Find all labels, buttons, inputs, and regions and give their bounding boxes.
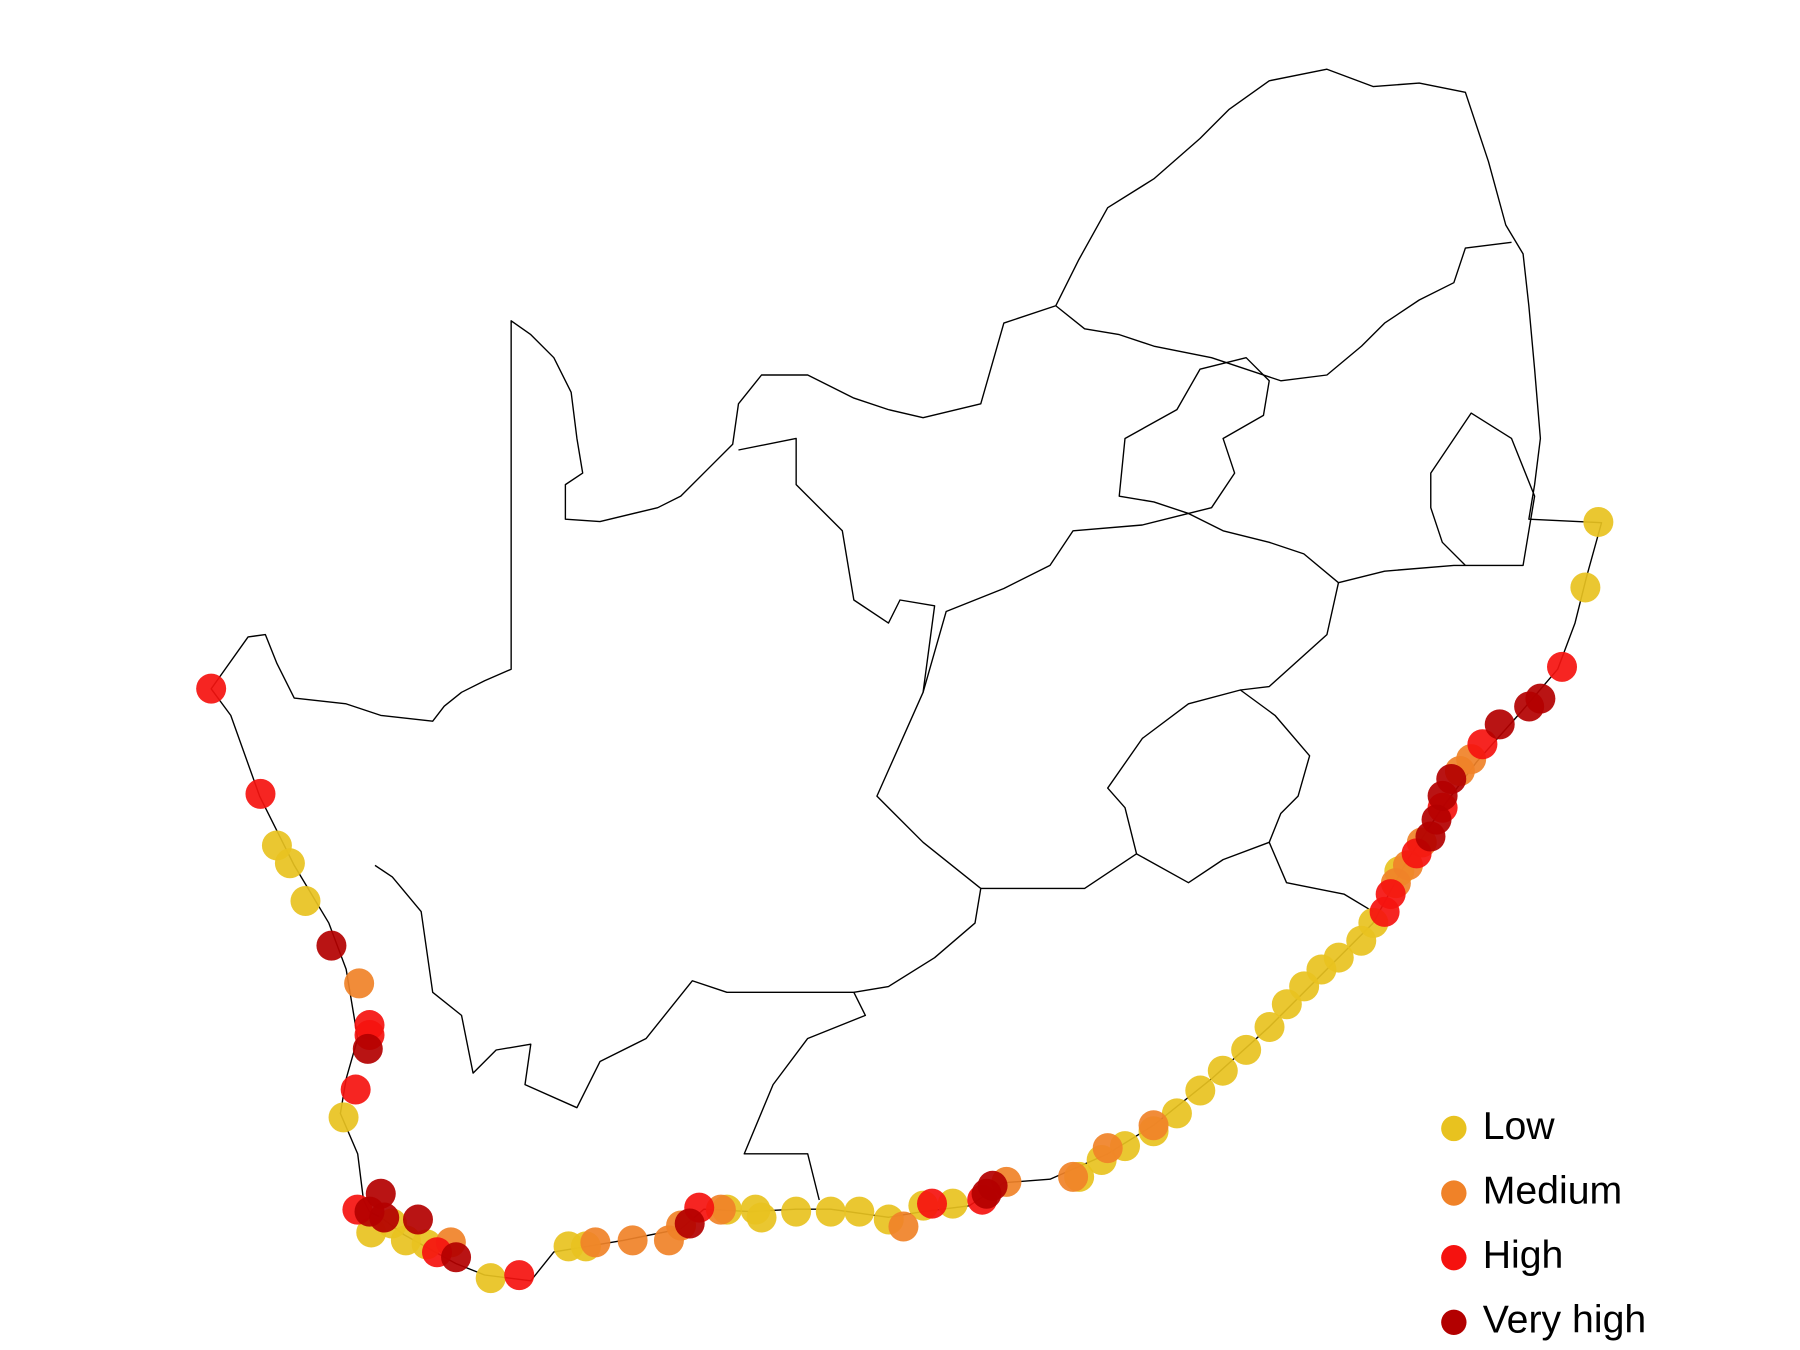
point [1138, 1110, 1169, 1141]
point [316, 930, 347, 961]
point [290, 886, 321, 917]
point [917, 1188, 948, 1219]
points [196, 506, 1614, 1294]
point [1570, 572, 1601, 603]
point [1467, 729, 1498, 760]
point [1427, 780, 1458, 811]
point [844, 1196, 875, 1227]
point [504, 1260, 535, 1291]
legend-marker [1441, 1180, 1467, 1206]
province-border [374, 864, 867, 1201]
point [746, 1202, 777, 1233]
point [617, 1225, 648, 1256]
legend-label: Very high [1483, 1298, 1647, 1342]
point [274, 848, 305, 879]
point [674, 1208, 705, 1239]
point [1484, 709, 1515, 740]
point [340, 1074, 371, 1105]
point [402, 1204, 433, 1235]
point [1547, 651, 1578, 682]
eswatini [1430, 412, 1536, 567]
point [977, 1170, 1008, 1201]
point [705, 1194, 736, 1225]
province-border [1055, 241, 1512, 382]
point [1514, 691, 1545, 722]
legend-label: High [1483, 1233, 1564, 1277]
legend: Low Medium High Very high [1441, 1104, 1646, 1342]
point [344, 968, 375, 999]
point [1415, 821, 1446, 852]
point [328, 1102, 359, 1133]
lesotho [1107, 689, 1311, 884]
borders [210, 68, 1603, 1282]
point [1369, 896, 1400, 927]
point [580, 1227, 611, 1258]
province-border [1118, 357, 1270, 515]
point [1092, 1133, 1123, 1164]
point [1231, 1034, 1262, 1065]
point [475, 1263, 506, 1294]
legend-marker [1441, 1115, 1467, 1142]
point [888, 1211, 919, 1242]
point [1185, 1075, 1216, 1106]
point [196, 673, 227, 704]
point [352, 1033, 383, 1064]
province-border [738, 437, 982, 993]
point [1161, 1098, 1192, 1129]
point [245, 778, 276, 809]
point [1207, 1055, 1238, 1086]
point [815, 1196, 846, 1227]
country-outline [210, 68, 1603, 1282]
legend-label: Low [1483, 1104, 1556, 1148]
point [1254, 1012, 1285, 1043]
province-border [922, 512, 1466, 693]
legend-label: Medium [1483, 1168, 1623, 1212]
point [441, 1242, 472, 1273]
point [1323, 942, 1354, 973]
point [1583, 506, 1614, 537]
province-border [980, 842, 1374, 913]
legend-marker [1441, 1309, 1467, 1335]
point [1058, 1161, 1089, 1192]
legend-marker [1441, 1245, 1467, 1271]
point [369, 1202, 400, 1233]
point [937, 1188, 968, 1219]
point [781, 1196, 812, 1227]
